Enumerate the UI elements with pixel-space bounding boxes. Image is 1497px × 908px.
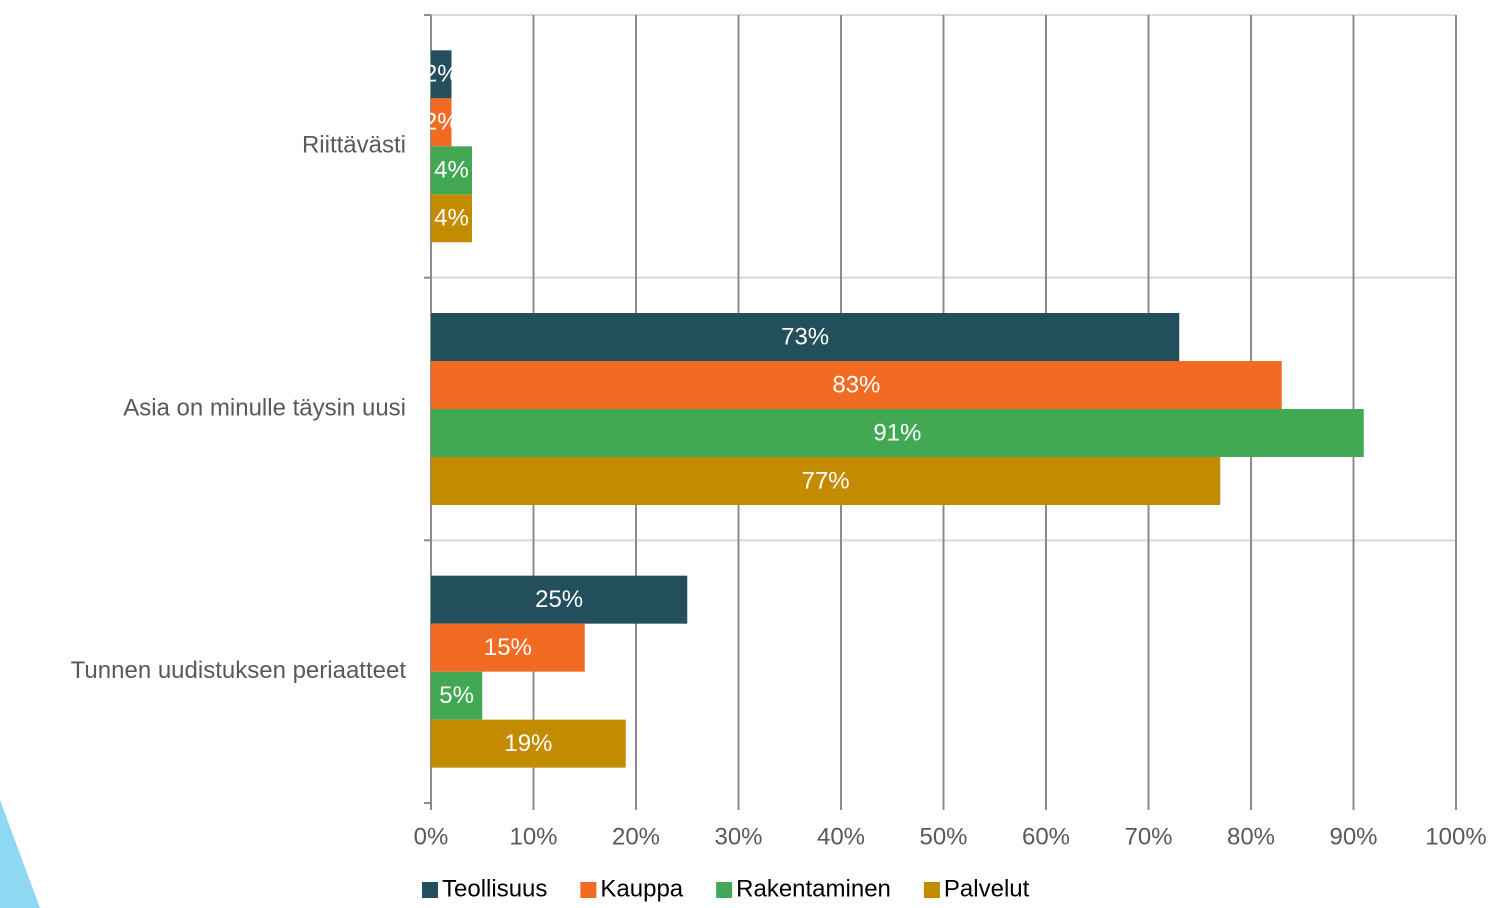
legend-swatch (580, 882, 597, 898)
legend-swatch (923, 882, 940, 898)
y-tick-label: Asia on minulle täysin uusi (123, 394, 406, 421)
data-label: 15% (484, 634, 532, 661)
data-label: 19% (504, 730, 552, 757)
legend-swatch (422, 882, 438, 898)
x-tick-label: 30% (714, 823, 762, 850)
bar (431, 409, 1364, 457)
bar (431, 194, 472, 243)
bar (431, 313, 1180, 361)
bar (431, 671, 483, 720)
legend-label: Teollisuus (442, 875, 547, 902)
data-label: 5% (439, 682, 474, 709)
bar (431, 623, 585, 672)
x-tick-label: 60% (1022, 823, 1070, 850)
data-label: 2% (424, 61, 459, 88)
data-label: 77% (802, 467, 850, 494)
bar (431, 98, 452, 147)
x-tick-label: 100% (1425, 823, 1486, 850)
data-label: 25% (535, 586, 583, 613)
bar (431, 457, 1221, 505)
x-tick-label: 0% (414, 823, 449, 850)
x-tick-label: 40% (817, 823, 865, 850)
x-tick-label: 90% (1329, 823, 1377, 850)
y-tick-label: Riittävästi (302, 132, 406, 159)
x-tick-label: 20% (612, 823, 660, 850)
data-label: 4% (434, 205, 469, 232)
bar (431, 719, 626, 768)
data-label: 83% (832, 371, 880, 398)
x-tick-label: 70% (1124, 823, 1172, 850)
decoration (0, 800, 40, 908)
x-tick-label: 10% (509, 823, 557, 850)
legend-label: Palvelut (944, 875, 1030, 902)
legend-swatch (716, 882, 733, 898)
y-tick-label: Tunnen uudistuksen periaatteet (71, 657, 407, 684)
bar (431, 146, 472, 195)
data-label: 91% (873, 419, 921, 446)
bar (431, 575, 688, 624)
bar (431, 50, 452, 99)
data-label: 4% (434, 157, 469, 184)
legend-label: Kauppa (600, 875, 683, 902)
x-tick-label: 80% (1227, 823, 1275, 850)
data-label: 73% (781, 323, 829, 350)
data-label: 2% (424, 109, 459, 136)
x-tick-label: 50% (919, 823, 967, 850)
bar (431, 361, 1282, 409)
legend-label: Rakentaminen (736, 875, 891, 902)
